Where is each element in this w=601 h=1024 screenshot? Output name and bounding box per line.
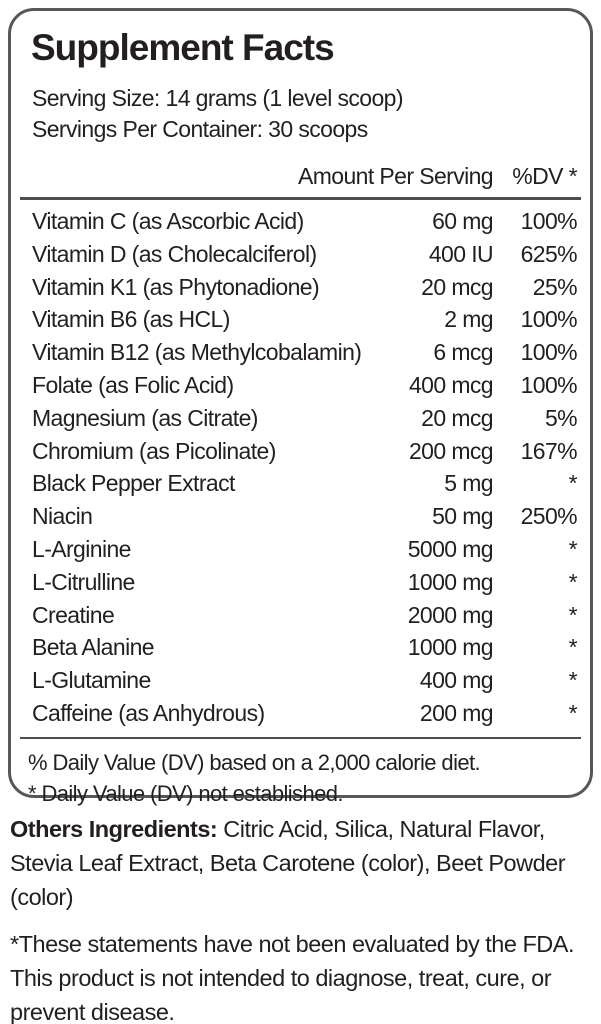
- ingredient-name: Vitamin B12 (as Methylcobalamin): [32, 339, 362, 366]
- ingredient-row: Niacin 50 mg 250%: [24, 500, 578, 533]
- other-ingredients-text: Citric Acid, Silica, Natural Flavor, Ste…: [10, 816, 566, 910]
- ingredient-dv: 100%: [520, 208, 578, 234]
- ingredient-dv: 100%: [520, 339, 578, 366]
- ingredient-dv: *: [568, 667, 578, 694]
- ingredient-row: Folate (as Folic Acid) 400 mcg 100%: [24, 369, 578, 402]
- servings-per-container: Servings Per Container: 30 scoops: [32, 116, 368, 142]
- ingredient-name: Magnesium (as Citrate): [32, 404, 258, 431]
- ingredient-dv: 25%: [532, 273, 578, 300]
- ingredient-amount: 20 mcg: [421, 273, 493, 300]
- ingredient-dv: *: [568, 470, 578, 497]
- ingredient-dv: 5%: [544, 404, 578, 431]
- header-separator: [20, 197, 581, 200]
- dv-not-established-footnote: * Daily Value (DV) not established.: [28, 781, 343, 807]
- ingredient-row: Magnesium (as Citrate) 20 mcg 5%: [24, 402, 578, 435]
- ingredient-amount: 5 mg: [444, 470, 493, 497]
- ingredient-amount: 60 mg: [432, 208, 494, 234]
- supplement-facts-panel: Supplement Facts Serving Size: 14 grams …: [8, 8, 593, 806]
- ingredient-name: L-Arginine: [32, 535, 131, 562]
- ingredient-row: Vitamin K1 (as Phytonadione) 20 mcg 25%: [24, 271, 578, 304]
- ingredient-amount: 400 mcg: [408, 371, 494, 398]
- ingredient-dv: 250%: [520, 503, 578, 530]
- amount-column-header: Amount Per Serving: [297, 163, 494, 189]
- ingredient-amount: 400 IU: [428, 240, 494, 267]
- ingredient-dv: 625%: [520, 240, 578, 267]
- ingredient-row: Vitamin B12 (as Methylcobalamin) 6 mcg 1…: [24, 336, 578, 369]
- fda-disclaimer: *These statements have not been evaluate…: [10, 931, 574, 1024]
- ingredient-row: Chromium (as Picolinate) 200 mcg 167%: [24, 435, 578, 468]
- ingredient-row: Beta Alanine 1000 mg *: [24, 631, 578, 664]
- ingredient-row: L-Citrulline 1000 mg *: [24, 566, 578, 599]
- ingredient-name: Vitamin D (as Cholecalciferol): [32, 240, 317, 267]
- ingredient-amount: 2000 mg: [407, 601, 494, 628]
- dv-column-header: %DV *: [512, 163, 577, 189]
- ingredient-name: Beta Alanine: [32, 634, 155, 661]
- footnote-separator: [20, 736, 581, 739]
- ingredient-row: Vitamin B6 (as HCL) 2 mg 100%: [24, 303, 578, 336]
- ingredient-row: Creatine 2000 mg *: [24, 599, 578, 632]
- dv-basis-footnote: % Daily Value (DV) based on a 2,000 calo…: [28, 749, 481, 775]
- ingredient-amount: 1000 mg: [407, 568, 494, 595]
- ingredient-name: Vitamin B6 (as HCL): [32, 306, 230, 333]
- ingredient-name: Folate (as Folic Acid): [32, 371, 234, 398]
- column-header-row: Amount Per Serving %DV *: [24, 163, 578, 190]
- ingredient-dv: *: [568, 568, 578, 595]
- ingredient-row: L-Glutamine 400 mg *: [24, 664, 578, 697]
- ingredient-amount: 400 mg: [419, 667, 494, 694]
- ingredient-amount: 200 mcg: [408, 437, 494, 464]
- ingredient-name: Chromium (as Picolinate): [32, 437, 276, 464]
- other-ingredients: Others Ingredients: Citric Acid, Silica,…: [10, 812, 592, 914]
- label-lower-section: Others Ingredients: Citric Acid, Silica,…: [10, 812, 592, 1024]
- ingredient-dv: *: [568, 535, 578, 562]
- other-ingredients-label: Others Ingredients:: [10, 816, 218, 842]
- footnotes: % Daily Value (DV) based on a 2,000 calo…: [24, 747, 577, 810]
- ingredient-amount: 6 mcg: [433, 339, 493, 366]
- ingredient-amount: 200 mg: [419, 699, 494, 726]
- ingredient-name: Black Pepper Extract: [32, 470, 235, 497]
- ingredient-name: Vitamin C (as Ascorbic Acid): [32, 208, 304, 234]
- ingredient-dv: 167%: [520, 437, 578, 464]
- ingredient-dv: 100%: [520, 306, 578, 333]
- ingredient-name: L-Citrulline: [32, 568, 135, 595]
- serving-size: Serving Size: 14 grams (1 level scoop): [32, 85, 404, 111]
- ingredient-name: Caffeine (as Anhydrous): [32, 699, 265, 726]
- ingredient-row: Vitamin D (as Cholecalciferol) 400 IU 62…: [24, 238, 578, 271]
- ingredient-amount: 2 mg: [444, 306, 493, 333]
- ingredient-amount: 20 mcg: [421, 404, 493, 431]
- ingredient-row: Black Pepper Extract 5 mg *: [24, 467, 578, 500]
- ingredient-row: L-Arginine 5000 mg *: [24, 533, 578, 566]
- ingredient-dv: *: [568, 601, 578, 628]
- ingredient-table: Vitamin C (as Ascorbic Acid) 60 mg 100% …: [24, 205, 578, 730]
- ingredient-name: Niacin: [32, 503, 93, 530]
- ingredient-amount: 50 mg: [432, 503, 494, 530]
- ingredient-name: L-Glutamine: [32, 667, 151, 694]
- ingredient-row: Caffeine (as Anhydrous) 200 mg *: [24, 697, 578, 730]
- ingredient-amount: 5000 mg: [407, 535, 494, 562]
- ingredient-name: Creatine: [32, 601, 115, 628]
- ingredient-name: Vitamin K1 (as Phytonadione): [32, 273, 320, 300]
- ingredient-dv: 100%: [520, 371, 578, 398]
- ingredient-amount: 1000 mg: [407, 634, 494, 661]
- ingredient-row: Vitamin C (as Ascorbic Acid) 60 mg 100%: [24, 205, 578, 238]
- ingredient-dv: *: [568, 699, 578, 726]
- ingredient-dv: *: [568, 634, 578, 661]
- panel-title: Supplement Facts: [31, 27, 335, 68]
